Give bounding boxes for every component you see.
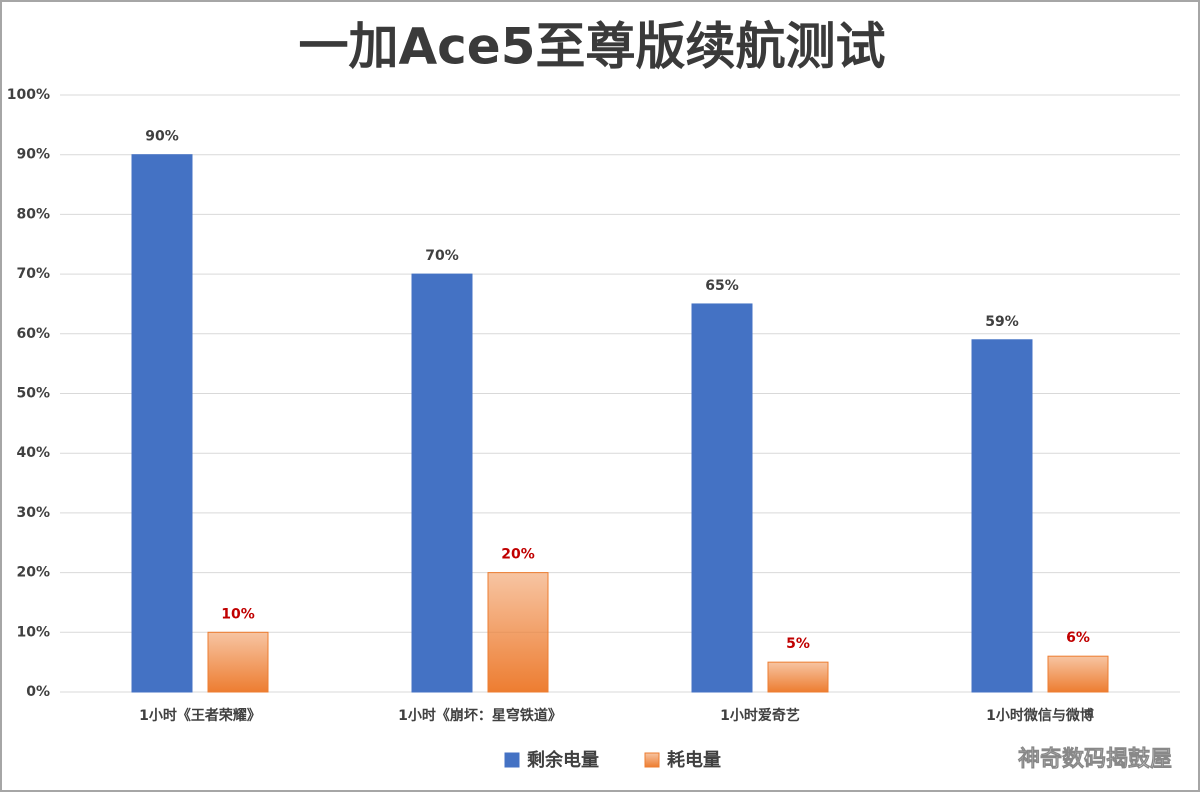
bar: [691, 303, 753, 693]
value-label: 5%: [786, 636, 810, 652]
bar: [1047, 655, 1109, 693]
x-tick-label: 1小时《崩坏：星穹铁道》: [398, 707, 562, 724]
y-tick-label: 60%: [16, 326, 50, 342]
x-tick-label: 1小时微信与微博: [986, 707, 1094, 724]
bar: [767, 661, 829, 693]
legend-label: 耗电量: [667, 749, 721, 771]
y-tick-label: 10%: [16, 624, 50, 640]
value-label: 70%: [425, 248, 459, 264]
bar: [487, 572, 549, 693]
y-tick-label: 40%: [16, 445, 50, 461]
legend-swatch: [644, 752, 660, 768]
y-tick-label: 100%: [7, 87, 50, 103]
y-tick-label: 50%: [16, 386, 50, 402]
x-tick-label: 1小时《王者荣耀》: [139, 707, 261, 724]
bar: [411, 273, 473, 693]
value-label: 90%: [145, 129, 179, 145]
value-label: 65%: [705, 278, 739, 294]
value-label: 10%: [221, 606, 255, 622]
value-label: 59%: [985, 314, 1019, 330]
watermark: 神奇数码揭鼓屋: [1018, 746, 1172, 772]
value-label: 6%: [1066, 630, 1090, 646]
legend-label: 剩余电量: [527, 749, 599, 771]
y-tick-label: 20%: [16, 565, 50, 581]
y-tick-label: 90%: [16, 147, 50, 163]
y-tick-label: 70%: [16, 266, 50, 282]
chart-title: 一加Ace5至尊版续航测试: [298, 18, 885, 76]
bar: [971, 339, 1033, 693]
bar: [207, 631, 269, 693]
y-tick-label: 0%: [26, 684, 50, 700]
y-tick-label: 80%: [16, 206, 50, 222]
value-label: 20%: [501, 547, 535, 563]
x-tick-label: 1小时爱奇艺: [720, 707, 800, 724]
y-tick-label: 30%: [16, 505, 50, 521]
legend-swatch: [504, 752, 520, 768]
bar: [131, 154, 193, 693]
